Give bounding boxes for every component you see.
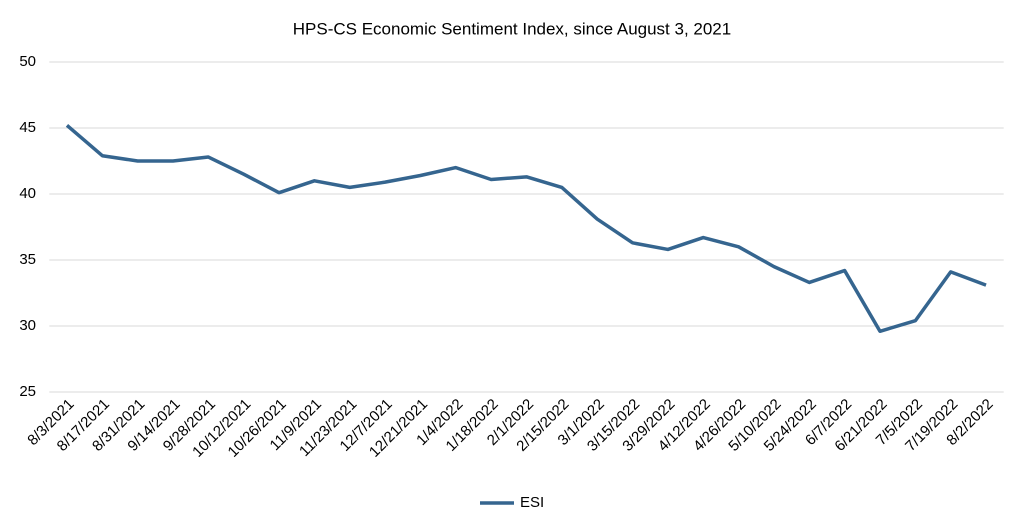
legend-label: ESI — [520, 494, 544, 511]
y-tick-label: 25 — [19, 383, 36, 400]
y-tick-label: 35 — [19, 251, 36, 268]
y-tick-label: 50 — [19, 53, 36, 70]
y-tick-label: 30 — [19, 317, 36, 334]
line-series — [65, 124, 987, 334]
y-tick-label: 45 — [19, 119, 36, 136]
chart-title: HPS-CS Economic Sentiment Index, since A… — [293, 19, 731, 38]
y-tick-label: 40 — [19, 185, 36, 202]
